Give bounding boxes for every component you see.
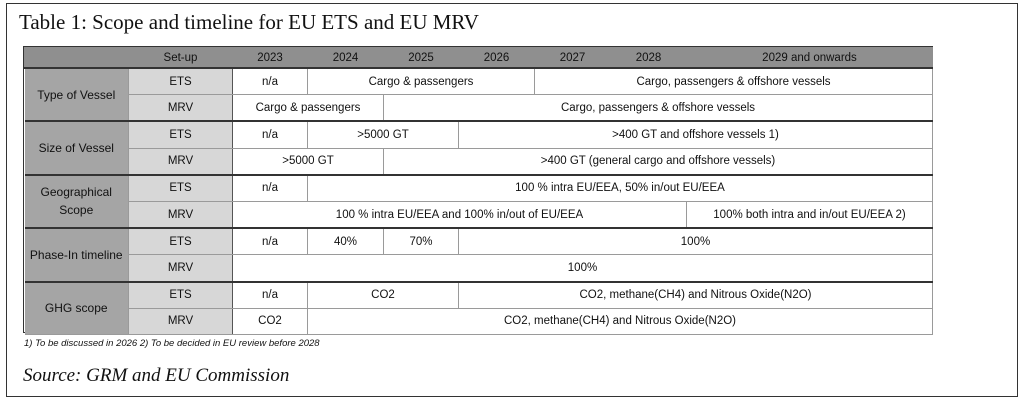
table-cell: >5000 GT [232, 147, 384, 176]
footnote: 1) To be discussed in 2026 2) To be deci… [24, 338, 320, 349]
table-cell: n/a [232, 280, 308, 309]
table-cell: CO2, methane(CH4) and Nitrous Oxide(N2O) [307, 307, 933, 335]
table-row: Type of Vessel ETS n/a Cargo & passenger… [24, 66, 933, 122]
table-cell: >5000 GT [307, 120, 459, 149]
setup-ets: ETS [128, 120, 233, 149]
setup-ets: ETS [128, 227, 233, 256]
table-cell: >400 GT (general cargo and offshore vess… [383, 147, 933, 176]
header-year-2027: 2027 [534, 47, 611, 69]
table-row: GHG scope ETS n/a CO2 CO2, methane(CH4) … [24, 280, 933, 335]
table-cell: Cargo, passengers & offshore vessels [383, 94, 933, 122]
setup-mrv: MRV [128, 254, 233, 282]
scope-timeline-table: Set-up 2023 2024 2025 2026 2027 2028 202… [24, 47, 933, 335]
table-cell: 100% [458, 227, 933, 256]
table-cell: n/a [232, 120, 308, 149]
table-cell: n/a [232, 227, 308, 256]
table-cell: Cargo, passengers & offshore vessels [534, 67, 933, 96]
header-year-2025: 2025 [383, 47, 459, 69]
setup-ets: ETS [128, 67, 233, 96]
header-year-2023: 2023 [232, 47, 308, 69]
setup-mrv: MRV [128, 307, 233, 335]
category-type-of-vessel: Type of Vessel [24, 66, 129, 122]
category-phase-in-timeline: Phase-In timeline [24, 227, 129, 283]
table-row: MRV >5000 GT >400 GT (general cargo and … [25, 147, 933, 176]
table-cell: n/a [232, 67, 308, 96]
category-ghg-scope: GHG scope [24, 280, 129, 335]
category-size-of-vessel: Size of Vessel [24, 120, 129, 176]
table-row: MRV CO2 CO2, methane(CH4) and Nitrous Ox… [25, 307, 933, 335]
table-row: Geographical Scope ETS n/a 100 % intra E… [24, 173, 933, 229]
table-cell: Cargo & passengers [232, 94, 384, 122]
table-cell: 100 % intra EU/EEA, 50% in/out EU/EEA [307, 173, 933, 202]
header-row: Set-up 2023 2024 2025 2026 2027 2028 202… [24, 47, 933, 69]
header-setup: Set-up [128, 47, 233, 69]
table-cell: 100% both intra and in/out EU/EEA 2) [686, 200, 933, 229]
table-row: MRV 100 % intra EU/EEA and 100% in/out o… [25, 200, 933, 229]
table-cell: 100% [232, 254, 933, 282]
figure-frame: Table 1: Scope and timeline for EU ETS a… [6, 3, 1018, 397]
table-row: MRV 100% [25, 254, 933, 282]
header-year-2028: 2028 [610, 47, 687, 69]
setup-mrv: MRV [128, 147, 233, 176]
header-year-2024: 2024 [307, 47, 384, 69]
table-row: MRV Cargo & passengers Cargo, passengers… [25, 94, 933, 122]
table-row: Phase-In timeline ETS n/a 40% 70% 100% [24, 227, 933, 283]
table-row: Size of Vessel ETS n/a >5000 GT >400 GT … [24, 120, 933, 176]
table-cell: CO2 [232, 307, 308, 335]
header-year-2026: 2026 [458, 47, 535, 69]
header-year-2029-onwards: 2029 and onwards [686, 47, 933, 69]
table-container: Set-up 2023 2024 2025 2026 2027 2028 202… [23, 46, 933, 335]
setup-ets: ETS [128, 280, 233, 309]
setup-ets: ETS [128, 173, 233, 202]
table-cell: 70% [383, 227, 459, 256]
table-cell: n/a [232, 173, 308, 202]
table-cell: CO2 [307, 280, 459, 309]
setup-mrv: MRV [128, 94, 233, 122]
category-geographical-scope: Geographical Scope [24, 173, 129, 229]
table-cell: CO2, methane(CH4) and Nitrous Oxide(N2O) [458, 280, 933, 309]
table-cell: 40% [307, 227, 384, 256]
table-cell: Cargo & passengers [307, 67, 535, 96]
source-caption: Source: GRM and EU Commission [23, 365, 290, 386]
header-empty-cell [24, 47, 129, 69]
table-title: Table 1: Scope and timeline for EU ETS a… [19, 10, 479, 34]
setup-mrv: MRV [128, 200, 233, 229]
table-cell: 100 % intra EU/EEA and 100% in/out of EU… [232, 200, 687, 229]
table-cell: >400 GT and offshore vessels 1) [458, 120, 933, 149]
